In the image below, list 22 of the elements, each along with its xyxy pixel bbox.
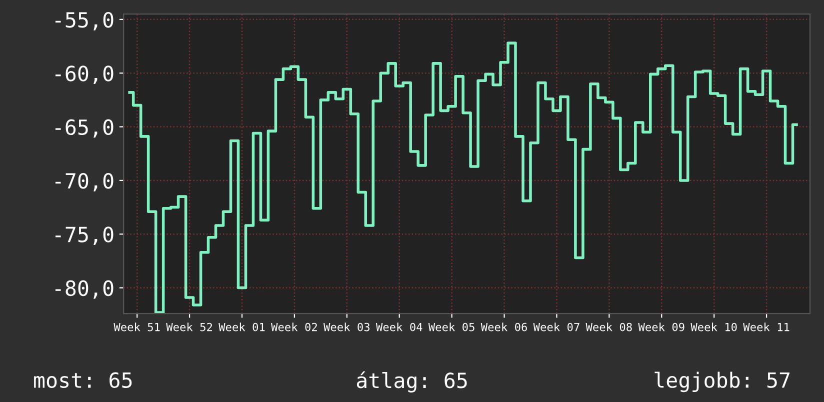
text: most: 65 bbox=[34, 372, 132, 388]
x-tick-label: Week 08 bbox=[586, 322, 632, 332]
x-tick-label: Week 03 bbox=[323, 322, 370, 332]
y-tick-label: -80,0 bbox=[55, 280, 114, 299]
x-tick-label: Week 51 bbox=[114, 322, 160, 332]
x-tick-label: Week 11 bbox=[743, 322, 790, 332]
x-tick-label: Week 02 bbox=[271, 322, 317, 332]
text: legjobb: 57 bbox=[654, 372, 790, 392]
x-tick-label: Week 09 bbox=[638, 322, 684, 332]
x-tick-label: Week 04 bbox=[376, 322, 422, 332]
text: átlag: 65 bbox=[356, 371, 467, 392]
y-tick-label: -55,0 bbox=[55, 12, 114, 30]
x-tick-label: Week 10 bbox=[690, 322, 737, 332]
x-tick-label: Week 06 bbox=[480, 322, 527, 332]
x-tick-label: Week 01 bbox=[218, 322, 265, 332]
x-tick-label: Week 07 bbox=[533, 322, 580, 332]
y-tick-label: -65,0 bbox=[55, 119, 114, 138]
x-tick-label: Week 52 bbox=[166, 322, 212, 332]
y-tick-label: -70,0 bbox=[55, 172, 114, 192]
y-tick-label: -75,0 bbox=[55, 226, 114, 246]
x-tick-label: Week 05 bbox=[428, 322, 474, 332]
y-tick-label: -60,0 bbox=[55, 66, 114, 84]
